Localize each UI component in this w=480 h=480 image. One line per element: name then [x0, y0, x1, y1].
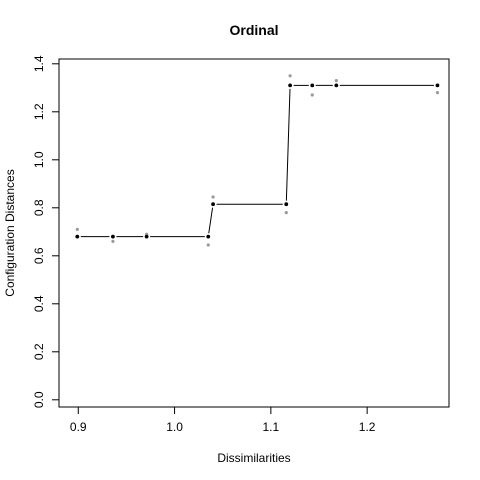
observed-point [284, 211, 288, 215]
observed-point [288, 74, 292, 78]
y-tick-label: 0.4 [32, 295, 46, 312]
x-axis-label: Dissimilarities [217, 451, 290, 465]
y-tick-label: 1.2 [32, 103, 46, 120]
fitted-line [80, 84, 434, 238]
observed-point [206, 243, 210, 247]
plot-frame [58, 58, 450, 408]
fitted-point [284, 202, 289, 207]
fitted-point [144, 234, 149, 239]
fitted-point [211, 202, 215, 207]
observed-point [310, 93, 314, 97]
x-tick-label: 0.9 [70, 420, 87, 434]
x-tick-label: 1.1 [263, 420, 280, 434]
observed-point [334, 79, 338, 83]
fitted-line-segment [208, 207, 214, 234]
y-axis: 0.0 0.2 0.4 0.6 0.8 1.0 1.2 1.4 [32, 55, 59, 408]
y-axis-label: Configuration Distances [3, 169, 17, 296]
y-tick-label: 1.4 [32, 55, 46, 72]
observed-point [111, 239, 115, 243]
fitted-points [75, 83, 440, 239]
observed-point [435, 91, 440, 95]
fitted-point [111, 234, 115, 239]
fitted-point [288, 83, 293, 88]
y-tick-label: 0.0 [32, 391, 46, 408]
fitted-point [334, 83, 339, 88]
observed-point [75, 227, 79, 231]
x-tick-label: 1.2 [359, 420, 376, 434]
fitted-point [435, 83, 440, 88]
x-tick-label: 1.0 [166, 420, 183, 434]
fitted-point [75, 234, 80, 239]
fitted-point [310, 83, 315, 88]
chart-title: Ordinal [229, 22, 278, 38]
y-tick-label: 1.0 [32, 151, 46, 168]
y-tick-label: 0.2 [32, 343, 46, 360]
fitted-line-segment [285, 88, 291, 201]
fitted-point [206, 234, 211, 239]
y-tick-label: 0.8 [32, 199, 46, 216]
x-axis: 0.9 1.0 1.1 1.2 [70, 407, 376, 434]
y-tick-label: 0.6 [32, 247, 46, 264]
observed-point [211, 195, 215, 199]
